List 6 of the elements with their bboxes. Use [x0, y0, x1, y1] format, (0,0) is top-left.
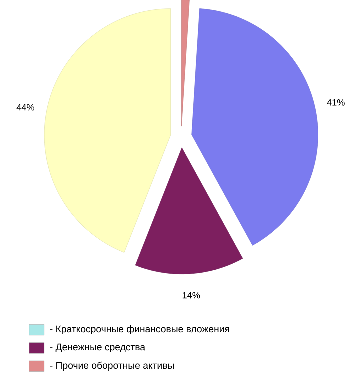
legend-label: - Прочие оборотные активы: [50, 362, 174, 371]
legend-label: - Денежные средства: [50, 344, 146, 353]
data-label: 44%: [16, 104, 34, 111]
data-label: 14%: [182, 292, 200, 299]
data-label: 41%: [326, 99, 345, 106]
legend-label: - Краткосрочные финансовые вложения: [50, 326, 230, 335]
